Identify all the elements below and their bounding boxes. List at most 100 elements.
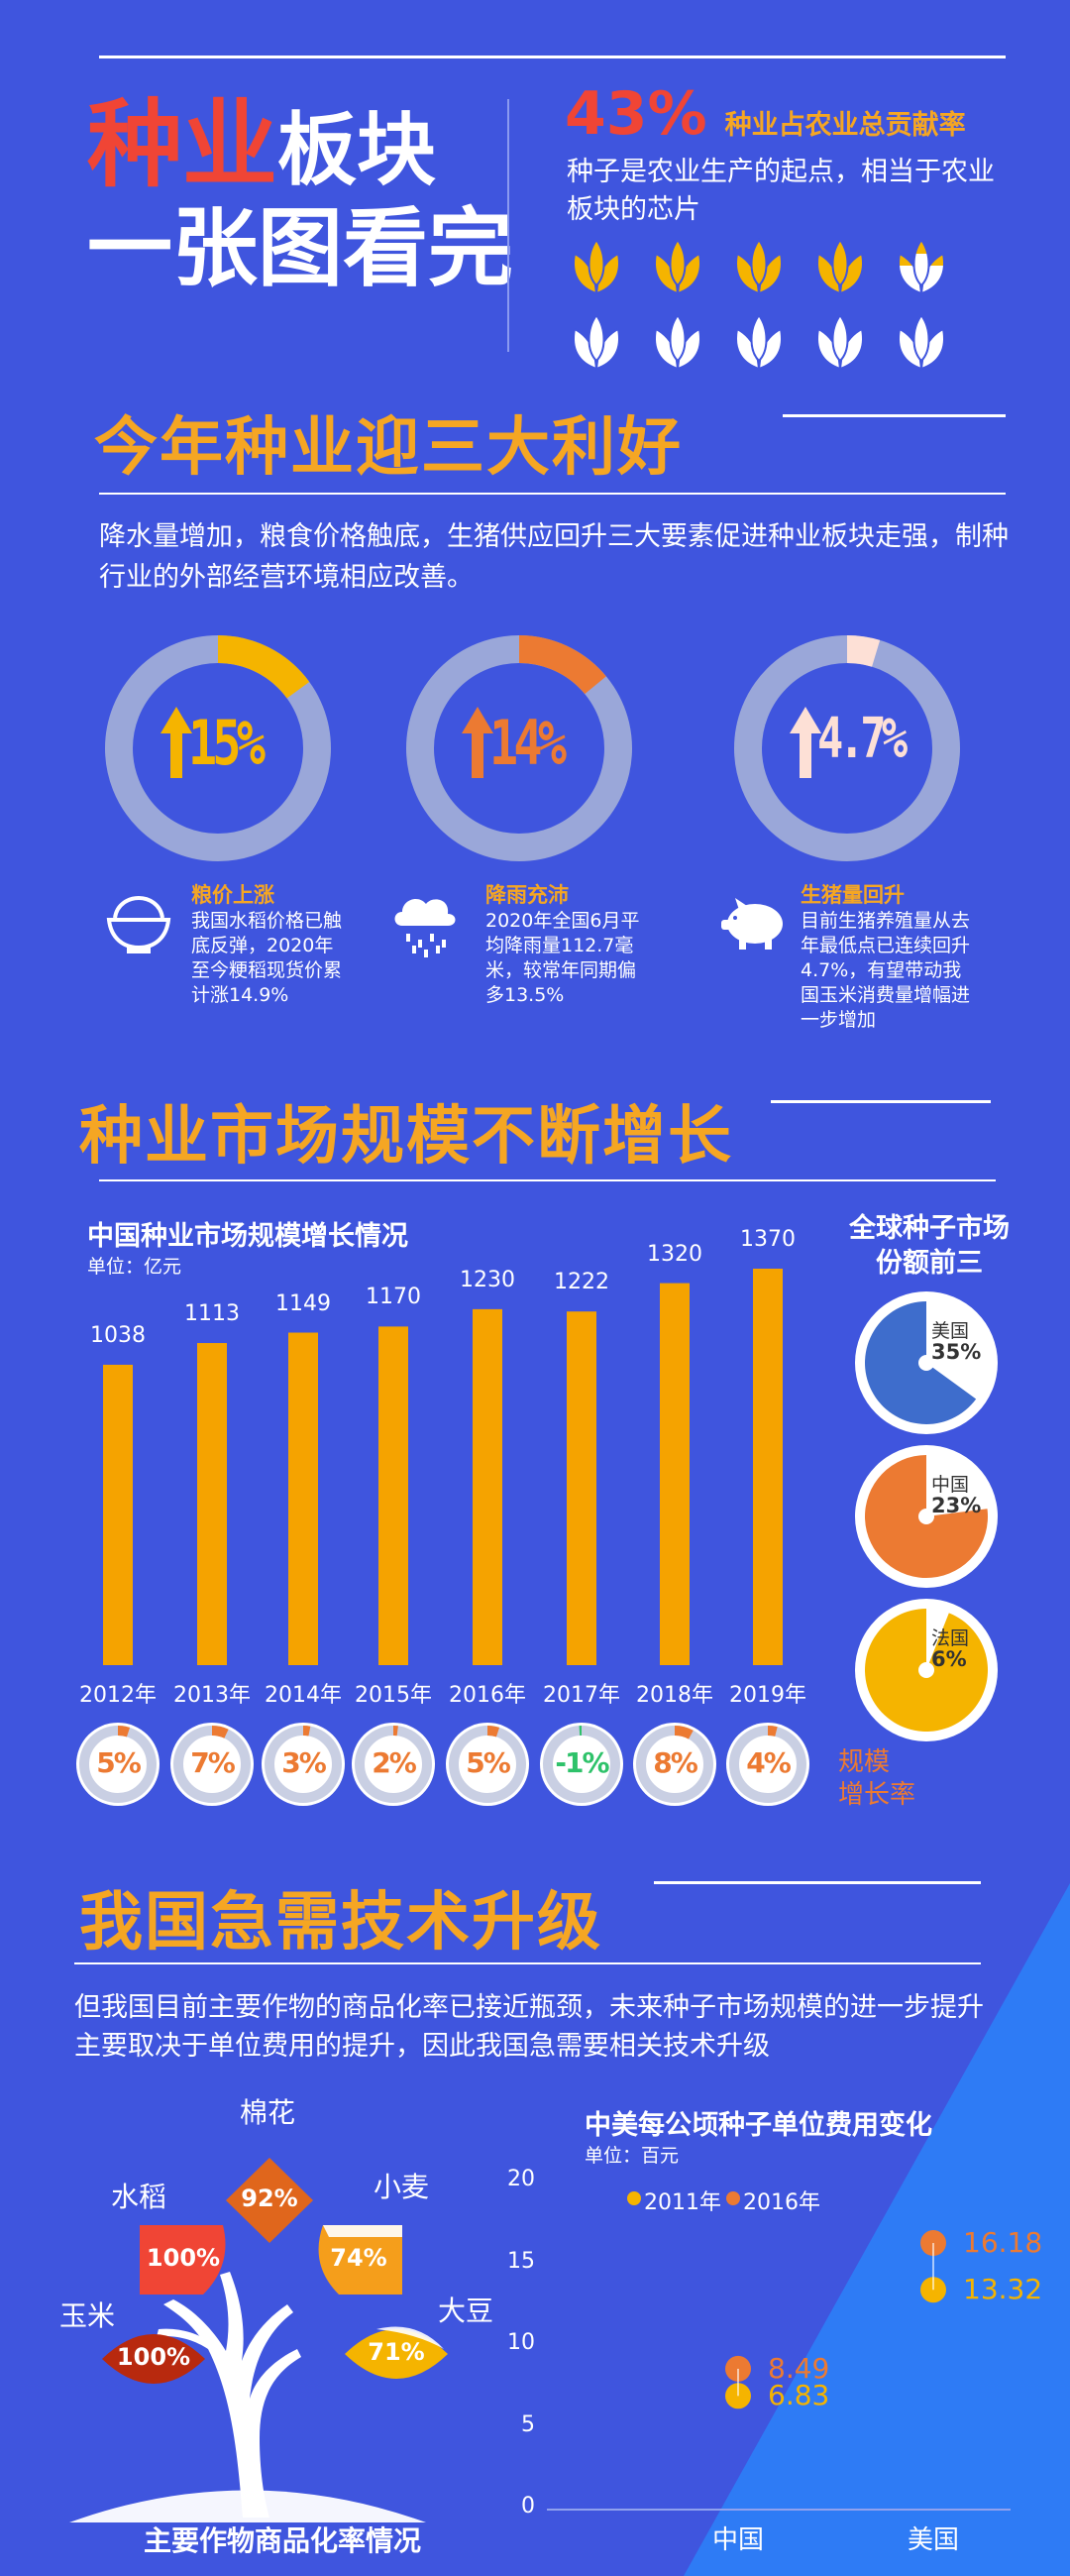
crop-leaf-3 xyxy=(318,2225,402,2295)
bar-chart-title: 中国种业市场规模增长情况 xyxy=(87,1221,408,1252)
ring-value: 4.7% xyxy=(817,707,908,771)
seed-icon xyxy=(816,313,864,371)
x-tick-label: 2019年 xyxy=(729,1683,806,1708)
share-pie-2 xyxy=(855,1445,998,1588)
title-rest: 板块 xyxy=(277,104,436,196)
x-tick-label: 2017年 xyxy=(543,1683,620,1708)
x-tick-label: 2018年 xyxy=(636,1683,713,1708)
contribution-percent: 43% xyxy=(565,79,707,149)
seed-icon xyxy=(654,238,701,295)
contribution-stat: 43% 种业占农业总贡献率 xyxy=(565,79,966,149)
global-share-title: 全球种子市场 份额前三 xyxy=(849,1213,1010,1280)
ring-value: 14% xyxy=(489,707,567,779)
section1-divider xyxy=(99,493,1006,495)
section3-divider xyxy=(74,1962,981,1964)
share-country: 美国 xyxy=(931,1320,970,1342)
seed-icon xyxy=(898,238,945,295)
contribution-label: 种业占农业总贡献率 xyxy=(724,110,966,141)
bar-2013年 xyxy=(197,1343,227,1665)
y-tick-label: 20 xyxy=(507,2167,535,2191)
crop-leaf-4 xyxy=(102,2334,205,2384)
seed-icon xyxy=(735,238,783,295)
ring-progress xyxy=(846,635,881,667)
y-tick-label: 15 xyxy=(507,2248,535,2274)
title-highlight: 种业 xyxy=(87,89,277,200)
x-tick-label: 2014年 xyxy=(265,1683,342,1708)
pie-center xyxy=(918,1509,934,1524)
page-title: 种业板块 xyxy=(87,93,436,197)
growth-value: 7% xyxy=(190,1746,236,1779)
share-percent: 35% xyxy=(931,1340,982,1364)
ring-progress xyxy=(217,635,310,699)
crop-leaf-2 xyxy=(140,2225,226,2295)
bar-value-label: 1038 xyxy=(90,1322,146,1348)
share-pie-1 xyxy=(855,1291,998,1434)
up-arrow-icon xyxy=(160,707,192,778)
crop-percent: 71% xyxy=(368,2338,425,2366)
data-label: 6.83 xyxy=(768,2379,830,2412)
section1-title: 今年种业迎三大利好 xyxy=(94,411,683,485)
growth-value: 4% xyxy=(746,1746,792,1779)
x-tick-label: 2015年 xyxy=(355,1683,432,1708)
growth-ring-arc xyxy=(486,1726,500,1737)
bar-value-label: 1222 xyxy=(554,1270,609,1295)
x-tick-label: 中国 xyxy=(711,2525,764,2555)
share-country: 法国 xyxy=(931,1627,970,1649)
tree-title: 主要作物商品化率情况 xyxy=(143,2524,421,2557)
x-tick-label: 美国 xyxy=(907,2525,959,2555)
crop-leaf-5 xyxy=(345,2326,448,2379)
growth-ring-arc xyxy=(117,1726,131,1737)
growth-value: 5% xyxy=(466,1746,511,1779)
bar-value-label: 1320 xyxy=(647,1241,702,1267)
seed-icon xyxy=(573,238,620,295)
growth-rate-label: 规模 增长率 xyxy=(838,1747,916,1810)
growth-value: 2% xyxy=(372,1746,417,1779)
y-tick-label: 10 xyxy=(507,2330,535,2355)
top-divider xyxy=(99,56,1006,58)
growth-value: 5% xyxy=(96,1746,142,1779)
crop-percent: 100% xyxy=(146,2244,221,2272)
share-percent: 23% xyxy=(931,1494,982,1517)
benefit-ring-3 xyxy=(734,635,960,861)
data-label: 16.18 xyxy=(963,2226,1043,2260)
crop-name: 大豆 xyxy=(437,2295,493,2327)
crop-name: 玉米 xyxy=(58,2299,115,2332)
pig-icon xyxy=(721,898,783,950)
cost-chart-unit: 单位：百元 xyxy=(585,2145,680,2167)
section2-short-rule xyxy=(771,1100,991,1103)
section1-desc: 降水量增加，粮食价格触底，生猪供应回升三大要素促进种业板块走强，制种行业的外部经… xyxy=(99,521,1009,593)
benefit-ring-2 xyxy=(406,635,632,861)
pie-center xyxy=(918,1355,934,1371)
crop-name: 棉花 xyxy=(239,2096,295,2129)
growth-ring-arc xyxy=(674,1726,694,1739)
market-size-bar-chart: 1038 2012年 5% 1113 2013年 7% 1149 2014年 3% 1170 201… xyxy=(0,1227,832,1824)
data-label: 13.32 xyxy=(963,2273,1043,2306)
section3-desc: 但我国目前主要作物的商品化率已接近瓶颈，未来种子市场规模的进一步提升主要取决于单… xyxy=(74,1992,984,2063)
share-percent: 6% xyxy=(931,1647,967,1671)
benefit-body: 目前生猪养殖量从去年最低点已连续回升4.7%，有望带动我国玉米消费量增幅进一步增… xyxy=(801,910,971,1032)
contribution-desc: 种子是农业生产的起点，相当于农业板块的芯片 xyxy=(567,157,995,225)
crop-leaf-1 xyxy=(226,2158,313,2243)
benefit-ring-1 xyxy=(105,635,331,861)
rice-bowl-icon xyxy=(106,895,171,953)
ring-value: 15% xyxy=(188,707,266,779)
seed-icon xyxy=(816,238,864,295)
section2-divider xyxy=(99,1179,996,1181)
crop-name: 水稻 xyxy=(110,2181,166,2213)
legend-dot xyxy=(726,2191,740,2205)
share-country: 中国 xyxy=(931,1474,970,1496)
bar-value-label: 1370 xyxy=(740,1227,796,1252)
y-tick-label: 5 xyxy=(521,2411,535,2437)
seed-icon xyxy=(654,313,701,371)
header-vdivider xyxy=(507,99,509,352)
seed-icon xyxy=(735,313,783,371)
crop-leaves: 92% 棉花 100% 水稻 74% 小麦 100% 玉米 71% 大豆 xyxy=(0,2096,515,2518)
pie-center xyxy=(918,1662,934,1678)
legend-label: 2016年 xyxy=(743,2190,820,2215)
benefit-heading: 生猪量回升 xyxy=(801,883,905,907)
growth-ring-arc xyxy=(767,1726,778,1736)
crop-percent: 100% xyxy=(116,2343,191,2371)
data-label: 8.49 xyxy=(768,2351,830,2385)
cost-chart-title: 中美每公顷种子单位费用变化 xyxy=(585,2110,932,2141)
benefit-heading: 降雨充沛 xyxy=(485,883,569,907)
